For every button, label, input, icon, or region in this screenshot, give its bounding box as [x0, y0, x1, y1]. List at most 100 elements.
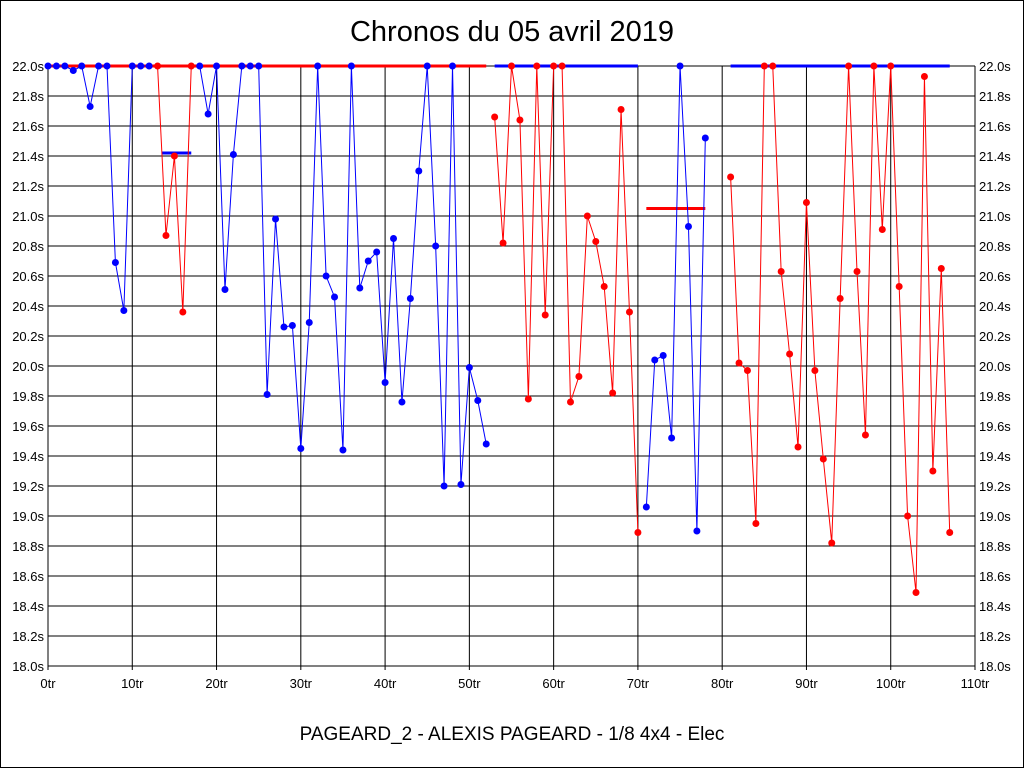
data-point-run5	[693, 527, 701, 535]
data-point-run3	[356, 284, 364, 292]
y-tick-label-right: 19.4s	[979, 449, 1011, 464]
series-line-run1	[48, 65, 150, 311]
data-point-run3	[381, 379, 389, 386]
data-point-run5	[684, 223, 692, 230]
data-point-run4	[625, 308, 633, 316]
y-tick-label-left: 20.8s	[12, 239, 44, 254]
data-point-run4	[491, 113, 499, 121]
data-point-run2	[170, 152, 178, 160]
data-point-run3	[196, 62, 204, 70]
data-point-run3	[482, 440, 490, 448]
y-tick-label-right: 18.8s	[979, 539, 1011, 554]
y-tick-label-left: 21.8s	[12, 89, 44, 104]
y-tick-label-left: 21.2s	[12, 179, 44, 194]
data-point-run4	[541, 311, 549, 319]
y-tick-label-right: 20.0s	[979, 359, 1011, 374]
data-point-run4	[600, 283, 608, 290]
data-point-run2	[179, 308, 187, 316]
data-point-run1	[61, 62, 69, 70]
data-point-run6	[743, 367, 751, 374]
data-point-run4	[533, 62, 541, 70]
data-point-run6	[836, 295, 844, 302]
y-tick-label-right: 21.6s	[979, 119, 1011, 134]
y-tick-label-right: 19.6s	[979, 419, 1011, 434]
y-tick-label-left: 19.8s	[12, 389, 44, 404]
data-point-run3	[204, 110, 212, 118]
series-line-run4	[494, 65, 639, 533]
data-point-run6	[811, 367, 819, 374]
y-tick-label-right: 21.8s	[979, 89, 1011, 104]
data-point-run6	[853, 268, 861, 275]
data-point-run1	[111, 259, 119, 266]
x-tick-label: 70tr	[627, 676, 650, 691]
data-point-run1	[137, 62, 145, 70]
data-point-run6	[861, 431, 869, 439]
data-point-run1	[52, 62, 60, 70]
data-point-run3	[339, 446, 347, 454]
data-point-run6	[760, 62, 768, 70]
y-tick-label-right: 18.4s	[979, 599, 1011, 614]
data-point-run3	[297, 445, 305, 452]
data-point-run3	[440, 482, 448, 490]
y-tick-label-right: 18.2s	[979, 629, 1011, 644]
data-point-run6	[920, 73, 928, 80]
y-tick-label-right: 20.8s	[979, 239, 1011, 254]
data-point-run6	[946, 529, 954, 536]
y-tick-label-right: 19.8s	[979, 389, 1011, 404]
data-point-run3	[305, 319, 313, 326]
y-tick-label-right: 21.4s	[979, 149, 1011, 164]
data-point-run1	[44, 62, 52, 70]
data-point-run3	[406, 295, 414, 302]
data-point-run4	[516, 116, 524, 124]
data-point-run5	[676, 62, 684, 70]
data-point-run2	[187, 62, 195, 70]
data-point-run5	[642, 503, 650, 511]
y-tick-label-right: 18.6s	[979, 569, 1011, 584]
data-point-run6	[895, 283, 903, 290]
data-point-run5	[659, 352, 667, 359]
data-point-run2	[162, 232, 170, 239]
data-point-run1	[95, 62, 103, 70]
x-tick-label: 80tr	[711, 676, 734, 691]
data-point-run6	[786, 350, 794, 358]
y-tick-label-left: 18.2s	[12, 629, 44, 644]
data-point-run3	[465, 364, 473, 371]
data-point-run1	[86, 103, 94, 110]
data-point-run3	[474, 397, 482, 404]
data-point-run4	[617, 106, 625, 113]
y-tick-label-left: 18.4s	[12, 599, 44, 614]
data-point-run6	[937, 265, 945, 272]
data-point-run3	[272, 215, 280, 223]
data-point-run3	[449, 62, 457, 70]
y-tick-label-left: 19.4s	[12, 449, 44, 464]
y-tick-label-right: 20.6s	[979, 269, 1011, 284]
data-point-run6	[802, 199, 810, 206]
data-point-run3	[364, 257, 372, 265]
data-point-run3	[221, 286, 229, 293]
data-point-run3	[390, 235, 398, 242]
data-point-run4	[558, 62, 566, 70]
y-tick-label-left: 22.0s	[12, 59, 44, 74]
data-point-run6	[777, 268, 785, 275]
series-line-run2	[157, 65, 192, 313]
x-axis-label: PAGEARD_2 - ALEXIS PAGEARD - 1/8 4x4 - E…	[299, 724, 725, 745]
y-tick-label-right: 20.4s	[979, 299, 1011, 314]
data-point-run3	[322, 272, 330, 280]
data-point-run6	[727, 173, 735, 181]
data-point-run3	[415, 167, 423, 175]
chart-title: Chronos du 05 avril 2019	[349, 16, 675, 48]
data-point-run1	[103, 62, 111, 70]
data-point-run4	[575, 373, 583, 380]
y-tick-label-left: 21.6s	[12, 119, 44, 134]
data-point-run5	[668, 434, 676, 442]
data-point-run4	[609, 389, 617, 397]
data-point-run3	[263, 391, 271, 398]
data-point-run4	[550, 62, 558, 70]
data-point-run3	[331, 293, 339, 301]
data-point-run4	[592, 238, 600, 245]
y-tick-label-right: 21.0s	[979, 209, 1011, 224]
data-point-run6	[845, 62, 853, 70]
x-tick-label: 110tr	[961, 676, 990, 691]
data-point-run6	[878, 226, 886, 233]
